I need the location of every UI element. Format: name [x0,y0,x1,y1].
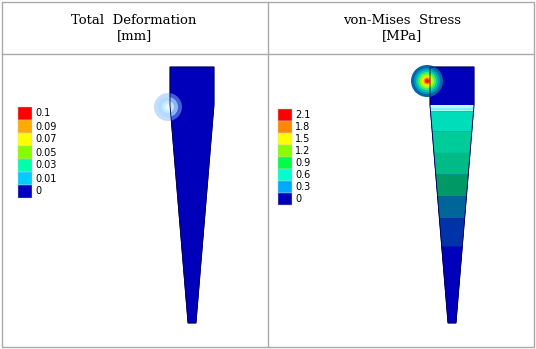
Bar [18,146,32,159]
Bar [278,181,292,193]
Circle shape [154,93,182,121]
Polygon shape [436,175,468,196]
Bar [278,109,292,121]
Text: 0: 0 [35,186,41,196]
Polygon shape [440,218,465,247]
Circle shape [411,65,443,97]
Circle shape [425,79,429,83]
Text: 0.6: 0.6 [295,170,310,180]
Polygon shape [430,67,474,323]
Text: 0: 0 [295,194,301,204]
Text: 0.05: 0.05 [35,148,56,157]
Bar [18,159,32,172]
Circle shape [418,72,436,90]
Text: 1.2: 1.2 [295,146,310,156]
Bar [18,120,32,133]
Polygon shape [437,196,466,218]
Text: 2.1: 2.1 [295,110,310,120]
Circle shape [423,77,430,84]
Text: 1.8: 1.8 [295,122,310,132]
Text: Total  Deformation
[mm]: Total Deformation [mm] [71,14,197,42]
Polygon shape [170,67,214,323]
Bar [430,108,474,110]
Text: 1.5: 1.5 [295,134,310,144]
Bar [278,145,292,157]
Circle shape [420,74,434,88]
Polygon shape [442,247,462,323]
Polygon shape [430,112,473,131]
Circle shape [422,76,432,86]
Bar [278,133,292,145]
Text: 0.1: 0.1 [35,109,50,119]
Polygon shape [430,105,474,112]
Bar [278,121,292,133]
Text: 0.03: 0.03 [35,161,56,171]
Polygon shape [434,153,470,175]
Text: von-Mises  Stress
[MPa]: von-Mises Stress [MPa] [343,14,461,42]
Circle shape [414,68,440,94]
Text: 0.9: 0.9 [295,158,310,168]
Circle shape [158,97,178,117]
Bar [18,172,32,185]
Text: 0.09: 0.09 [35,121,56,132]
Bar [18,107,32,120]
Bar [18,133,32,146]
Circle shape [416,70,438,92]
Bar [278,193,292,205]
Text: 0.3: 0.3 [295,182,310,192]
Text: 0.07: 0.07 [35,134,56,144]
Text: 0.01: 0.01 [35,173,56,184]
Bar [278,157,292,169]
Polygon shape [432,131,472,153]
Circle shape [165,104,171,110]
Circle shape [162,101,174,113]
Bar [430,105,474,107]
Bar [278,169,292,181]
Bar [18,185,32,198]
